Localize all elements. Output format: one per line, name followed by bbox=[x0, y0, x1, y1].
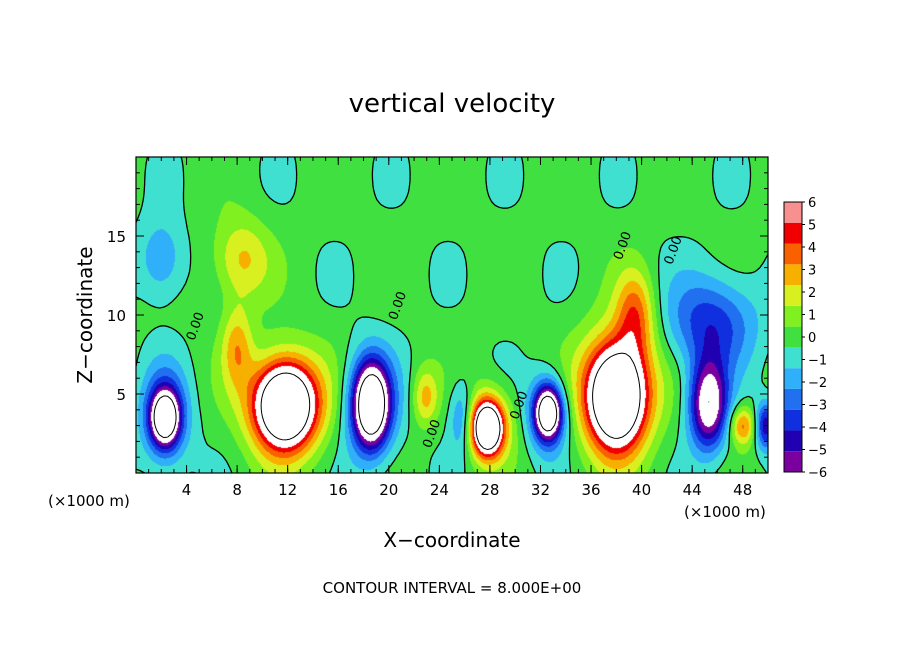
x-axis-label: X−coordinate bbox=[383, 528, 520, 552]
colorbar-tick-label: 6 bbox=[808, 196, 816, 211]
y-tick-label: 5 bbox=[116, 386, 126, 404]
colorbar-tick-label: 1 bbox=[808, 309, 816, 324]
x-unit-left: (×1000 m) bbox=[48, 492, 130, 510]
colorbar-segment bbox=[784, 243, 802, 265]
colorbar-tick-label: −1 bbox=[808, 354, 827, 369]
contour-lines bbox=[136, 157, 768, 473]
x-tick-label: 40 bbox=[632, 481, 651, 499]
colorbar-segment bbox=[784, 430, 802, 452]
contour-interval-note: CONTOUR INTERVAL = 8.000E+00 bbox=[323, 579, 582, 597]
colorbar-segment bbox=[784, 264, 802, 286]
colorbar-tick-label: 2 bbox=[808, 286, 816, 301]
colorbar-tick-label: −6 bbox=[808, 466, 827, 481]
colorbar-segment bbox=[784, 451, 802, 472]
colorbar-tick-label: 3 bbox=[808, 264, 816, 279]
colorbar-tick-label: 5 bbox=[808, 219, 816, 234]
colorbar-tick-label: −3 bbox=[808, 399, 827, 414]
y-tick-label: 15 bbox=[107, 228, 126, 246]
colorbar-segment bbox=[784, 222, 802, 244]
contour-line bbox=[153, 374, 710, 439]
colorbar-segment bbox=[784, 368, 802, 389]
x-tick-label: 44 bbox=[683, 481, 702, 499]
colorbar-segment bbox=[784, 347, 802, 369]
colorbar-tick-label: −2 bbox=[808, 376, 827, 391]
chart-title: vertical velocity bbox=[349, 89, 556, 119]
x-tick-label: 20 bbox=[379, 481, 398, 499]
colorbar: −6 −5 −4 −3 −2 −1 0 1 2 3 4 5 6 bbox=[783, 196, 827, 481]
plot-area bbox=[136, 157, 768, 473]
x-tick-label: 32 bbox=[531, 481, 550, 499]
x-unit-right: (×1000 m) bbox=[684, 503, 766, 521]
x-tick-label: 48 bbox=[733, 481, 752, 499]
x-tick-label: 4 bbox=[182, 481, 192, 499]
colorbar-segment bbox=[784, 202, 802, 223]
colorbar-tick-label: 4 bbox=[808, 241, 816, 256]
colorbar-tick-label: 0 bbox=[808, 331, 816, 346]
colorbar-segment bbox=[784, 326, 802, 348]
colorbar-tick-label: −4 bbox=[808, 421, 827, 436]
y-tick-label: 10 bbox=[107, 307, 126, 325]
colorbar-tick-label: −5 bbox=[808, 444, 827, 459]
x-tick-label: 24 bbox=[430, 481, 449, 499]
colorbar-segment bbox=[784, 285, 802, 306]
y-axis-label: Z−coordinate bbox=[73, 246, 97, 383]
y-axis-ticks: 5 10 15 bbox=[107, 172, 768, 458]
x-tick-label: 28 bbox=[480, 481, 499, 499]
x-axis-ticks: 4 8 12 16 20 24 28 32 36 40 44 48 bbox=[148, 157, 756, 499]
colorbar-segment bbox=[784, 305, 802, 327]
x-tick-label: 12 bbox=[278, 481, 297, 499]
velocity-heatmap bbox=[136, 157, 768, 473]
x-tick-label: 16 bbox=[329, 481, 348, 499]
contour-line bbox=[136, 157, 768, 473]
x-tick-label: 36 bbox=[581, 481, 600, 499]
colorbar-segment bbox=[784, 388, 802, 410]
colorbar-segment bbox=[784, 409, 802, 431]
contour-line bbox=[260, 352, 641, 450]
x-tick-label: 8 bbox=[232, 481, 242, 499]
